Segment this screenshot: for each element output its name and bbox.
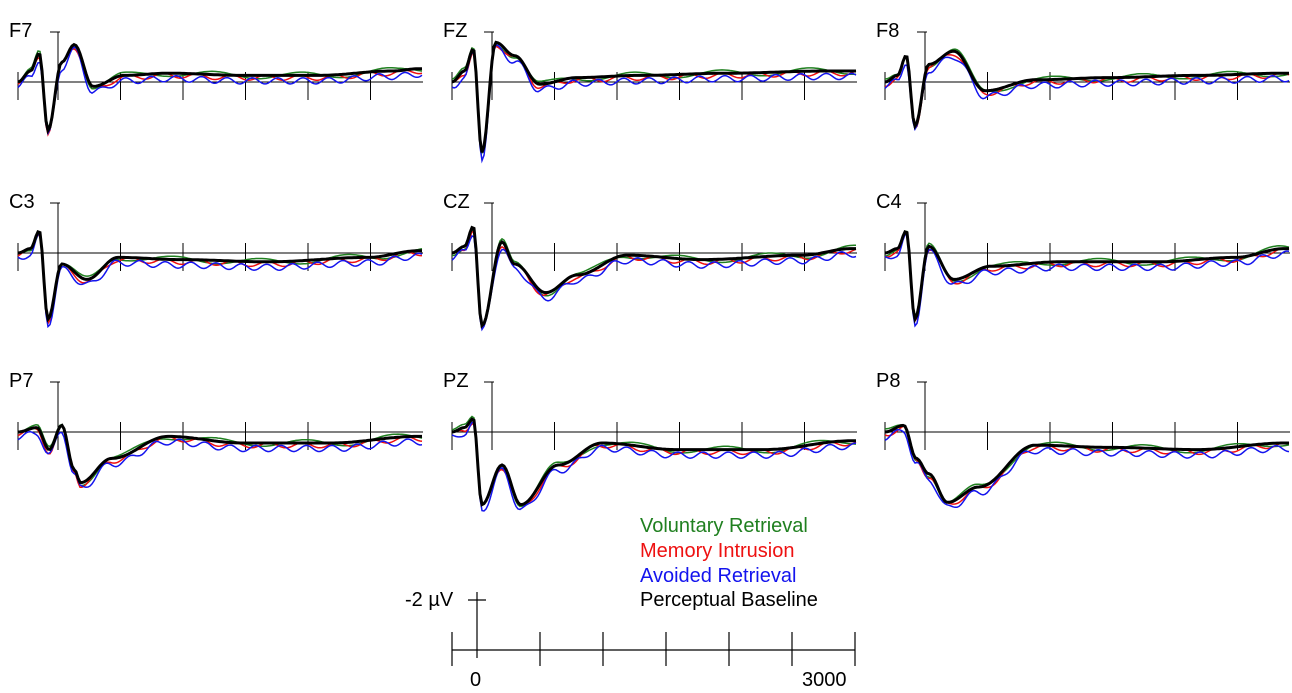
panel-c4: C4 — [876, 191, 1290, 328]
trace-voluntary-retrieval — [885, 424, 1290, 504]
panel-label: C4 — [876, 191, 902, 213]
panel-label: CZ — [443, 191, 470, 213]
x-tick-label-end: 3000 — [802, 669, 847, 691]
panel-c3: C3 — [9, 191, 423, 329]
panel-p8: P8 — [876, 370, 1290, 509]
legend: Voluntary Retrieval Memory Intrusion Avo… — [640, 515, 818, 611]
trace-perceptual-baseline — [451, 225, 856, 329]
trace-avoided-retrieval — [451, 235, 857, 332]
panel-f7: F7 — [9, 20, 423, 137]
panel-label: F8 — [876, 20, 899, 42]
trace-memory-intrusion — [17, 233, 422, 326]
panel-pz: PZ — [443, 370, 857, 512]
trace-perceptual-baseline — [884, 49, 1289, 130]
trace-memory-intrusion — [884, 230, 1290, 323]
trace-avoided-retrieval — [17, 46, 423, 136]
trace-memory-intrusion — [17, 423, 423, 488]
legend-avoided-retrieval: Avoided Retrieval — [640, 565, 796, 587]
trace-perceptual-baseline — [17, 423, 422, 485]
trace-avoided-retrieval — [17, 233, 423, 329]
panel-label: P7 — [9, 370, 33, 392]
trace-perceptual-baseline — [884, 230, 1289, 324]
scale-bar: -2 µV 0 3000 — [405, 589, 856, 691]
trace-voluntary-retrieval — [17, 234, 423, 324]
panel-label: C3 — [9, 191, 35, 213]
trace-perceptual-baseline — [451, 417, 856, 507]
trace-voluntary-retrieval — [17, 46, 423, 130]
trace-perceptual-baseline — [17, 230, 422, 323]
trace-voluntary-retrieval — [884, 48, 1290, 131]
trace-voluntary-retrieval — [451, 44, 857, 156]
trace-perceptual-baseline — [884, 423, 1289, 504]
panels-group: F7 FZ F8 C3 CZ C4 P7 PZ P8 — [9, 20, 1290, 512]
trace-avoided-retrieval — [451, 44, 857, 164]
trace-avoided-retrieval — [884, 428, 1290, 509]
panel-cz: CZ — [443, 191, 857, 332]
panel-label: P8 — [876, 370, 900, 392]
legend-voluntary-retrieval: Voluntary Retrieval — [640, 515, 808, 537]
panel-f8: F8 — [876, 20, 1290, 132]
trace-perceptual-baseline — [451, 40, 856, 153]
legend-perceptual-baseline: Perceptual Baseline — [640, 589, 818, 611]
panel-label: FZ — [443, 20, 467, 42]
trace-avoided-retrieval — [17, 430, 423, 488]
panel-label: PZ — [443, 370, 469, 392]
trace-memory-intrusion — [884, 425, 1290, 505]
trace-voluntary-retrieval — [451, 229, 856, 328]
amplitude-scale-label: -2 µV — [405, 589, 454, 611]
panel-p7: P7 — [9, 370, 423, 488]
trace-memory-intrusion — [17, 48, 423, 137]
panel-label: F7 — [9, 20, 32, 42]
trace-memory-intrusion — [451, 231, 857, 328]
x-tick-label-start: 0 — [470, 669, 481, 691]
trace-avoided-retrieval — [451, 421, 856, 512]
trace-memory-intrusion — [884, 53, 1290, 131]
trace-memory-intrusion — [451, 45, 857, 153]
trace-avoided-retrieval — [884, 233, 1290, 328]
panel-fz: FZ — [443, 20, 857, 164]
legend-memory-intrusion: Memory Intrusion — [640, 540, 795, 562]
trace-avoided-retrieval — [884, 56, 1290, 132]
trace-perceptual-baseline — [17, 42, 422, 135]
